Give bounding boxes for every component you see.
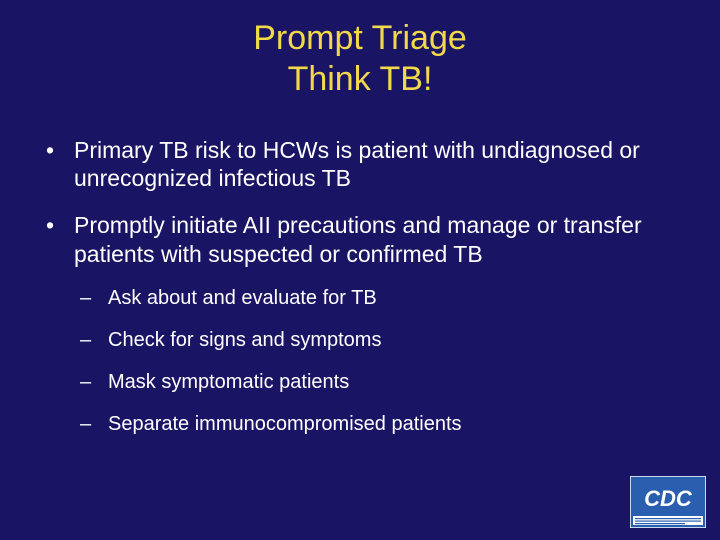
bullet-item: Primary TB risk to HCWs is patient with … [40, 136, 680, 194]
cdc-logo: CDC [630, 476, 706, 528]
sub-bullet-item: Mask symptomatic patients [74, 369, 680, 395]
title-block: Prompt Triage Think TB! [0, 0, 720, 110]
sub-bullet-list: Ask about and evaluate for TB Check for … [74, 285, 680, 437]
bullet-item: Promptly initiate AII precautions and ma… [40, 211, 680, 437]
sub-bullet-item: Ask about and evaluate for TB [74, 285, 680, 311]
title-line-2: Think TB! [0, 59, 720, 100]
slide: Prompt Triage Think TB! Primary TB risk … [0, 0, 720, 540]
cdc-logo-text: CDC [644, 486, 693, 511]
bullet-text: Primary TB risk to HCWs is patient with … [74, 137, 640, 192]
title-line-1: Prompt Triage [0, 18, 720, 59]
bullet-text: Promptly initiate AII precautions and ma… [74, 212, 642, 267]
body-block: Primary TB risk to HCWs is patient with … [0, 110, 720, 437]
bullet-list: Primary TB risk to HCWs is patient with … [40, 136, 680, 437]
sub-bullet-item: Separate immunocompromised patients [74, 411, 680, 437]
sub-bullet-item: Check for signs and symptoms [74, 327, 680, 353]
